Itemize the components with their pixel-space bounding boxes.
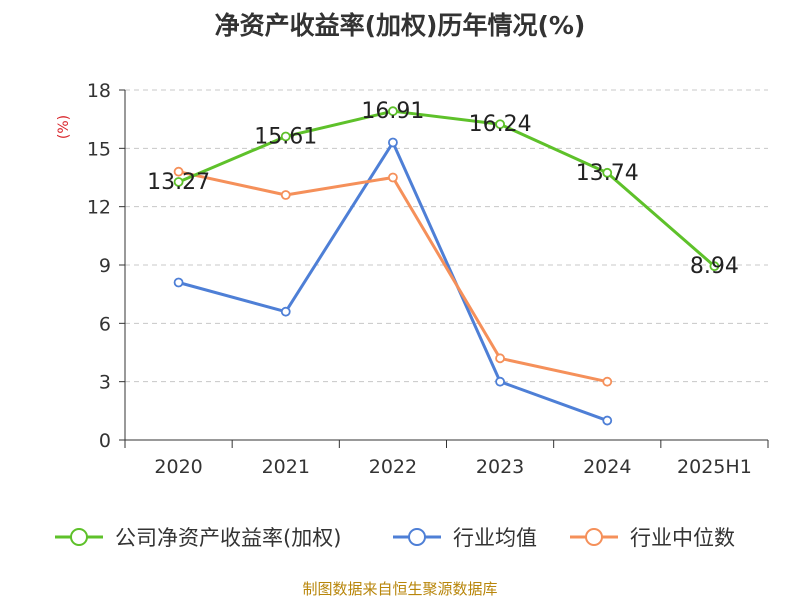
data-label: 15.61: [254, 124, 317, 149]
legend-marker: [408, 528, 426, 546]
data-point: [173, 177, 184, 187]
y-tick-label: 12: [87, 197, 111, 219]
data-point: [602, 376, 613, 387]
data-label: 16.24: [469, 112, 532, 137]
data-point: [602, 167, 613, 178]
data-point: [173, 166, 184, 177]
x-tick-label: 2025H1: [677, 456, 752, 478]
series-line: [178, 170, 608, 384]
data-label: 8.94: [690, 254, 739, 279]
legend-label: 行业中位数: [630, 526, 735, 550]
data-label: 13.74: [576, 161, 639, 186]
y-axis-label: (%): [56, 115, 72, 139]
data-point: [388, 172, 398, 183]
y-tick-label: 9: [99, 255, 111, 277]
chart-title: 净资产收益率(加权)历年情况(%): [214, 11, 586, 40]
series-line: [177, 109, 716, 268]
y-tick-label: 18: [87, 80, 111, 102]
y-tick-label: 15: [87, 138, 111, 160]
data-point: [495, 353, 505, 364]
y-tick-label: 3: [99, 372, 111, 394]
x-tick-label: 2023: [476, 456, 524, 478]
x-tick-label: 2021: [262, 456, 310, 478]
data-point: [388, 106, 398, 117]
x-tick-label: 2020: [154, 456, 202, 478]
data-point: [709, 261, 720, 272]
x-tick-label: 2024: [583, 456, 631, 478]
data-point: [280, 306, 291, 317]
legend-marker: [585, 528, 603, 546]
legend-marker: [70, 528, 88, 546]
data-point: [173, 277, 184, 288]
data-point: [602, 415, 613, 426]
y-tick-label: 6: [99, 313, 111, 335]
legend-label: 行业均值: [453, 526, 537, 550]
source-note: 制图数据来自恒生聚源数据库: [302, 580, 498, 598]
data-point: [388, 137, 398, 148]
data-point: [280, 131, 291, 142]
x-tick-label: 2022: [369, 456, 417, 478]
data-label: 13.27: [147, 170, 210, 195]
y-tick-label: 0: [99, 430, 111, 452]
data-point: [495, 376, 505, 387]
data-point: [495, 119, 505, 130]
legend-label: 公司净资产收益率(加权): [115, 526, 341, 550]
data-label: 16.91: [361, 99, 424, 124]
data-point: [280, 190, 291, 200]
